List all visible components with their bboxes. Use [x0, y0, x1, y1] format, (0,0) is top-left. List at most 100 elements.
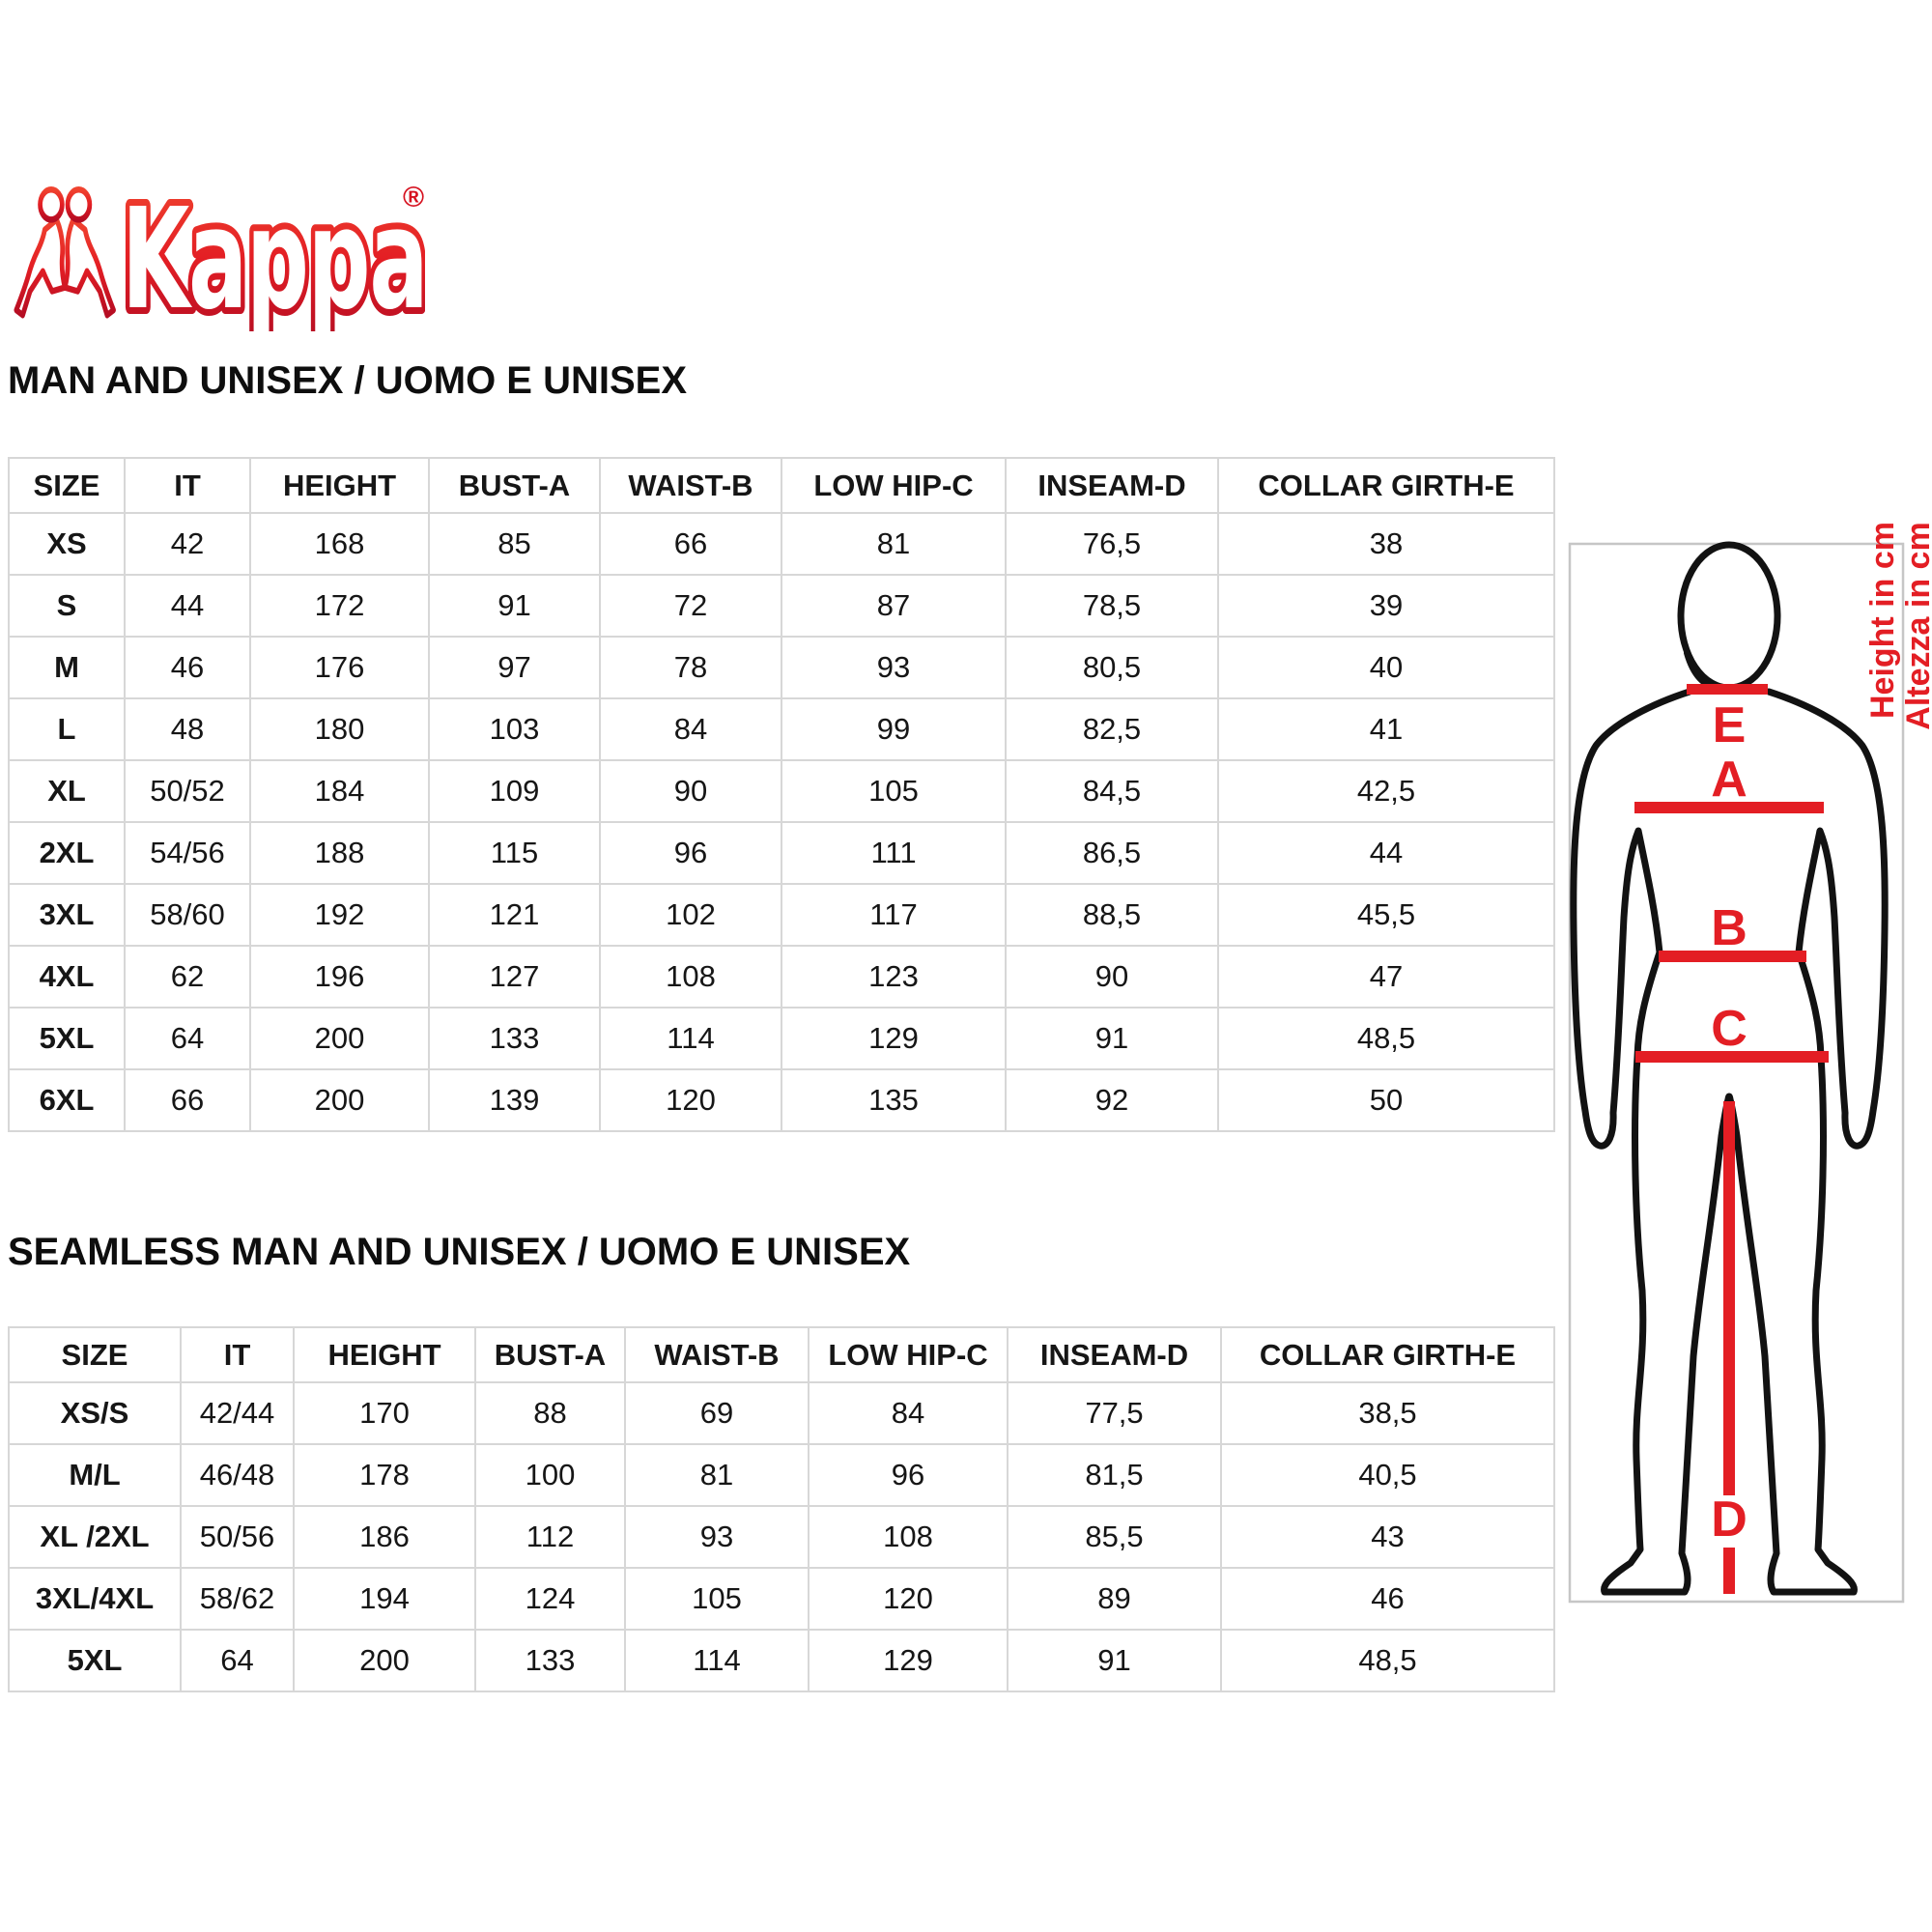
column-header: INSEAM-D	[1007, 1326, 1222, 1383]
column-header: HEIGHT	[293, 1326, 476, 1383]
value-cell: 91	[428, 574, 601, 638]
column-header: HEIGHT	[249, 457, 430, 514]
value-cell: 84	[599, 697, 782, 761]
kappa-omini-icon	[14, 185, 116, 319]
value-cell: 192	[249, 883, 430, 947]
value-cell: 196	[249, 945, 430, 1009]
value-cell: 120	[808, 1567, 1009, 1631]
value-cell: 111	[781, 821, 1007, 885]
size-cell: XL /2XL	[8, 1505, 182, 1569]
value-cell: 96	[599, 821, 782, 885]
value-cell: 103	[428, 697, 601, 761]
column-header: INSEAM-D	[1005, 457, 1219, 514]
seamless-man-unisex-size-table: SIZE IT HEIGHT BUST-A WAIST-B LOW HIP-C INSEAM…	[8, 1326, 1555, 1692]
label-A: A	[1711, 752, 1747, 808]
column-header: LOW HIP-C	[808, 1326, 1009, 1383]
kappa-logo: Kappa ®	[14, 174, 425, 331]
value-cell: 93	[781, 636, 1007, 699]
low-hip-line-C	[1635, 1051, 1829, 1063]
value-cell: 114	[624, 1629, 810, 1692]
value-cell: 194	[293, 1567, 476, 1631]
size-cell: 3XL/4XL	[8, 1567, 182, 1631]
registered-mark: ®	[403, 182, 424, 213]
value-cell: 135	[781, 1068, 1007, 1132]
value-cell: 48	[124, 697, 251, 761]
kappa-wordmark: Kappa	[122, 179, 425, 331]
label-C: C	[1711, 1001, 1747, 1057]
value-cell: 105	[624, 1567, 810, 1631]
value-cell: 114	[599, 1007, 782, 1070]
value-cell: 47	[1217, 945, 1555, 1009]
value-cell: 66	[124, 1068, 251, 1132]
size-cell: XL	[8, 759, 126, 823]
size-cell: S	[8, 574, 126, 638]
value-cell: 88	[474, 1381, 626, 1445]
value-cell: 115	[428, 821, 601, 885]
size-cell: M/L	[8, 1443, 182, 1507]
value-cell: 96	[808, 1443, 1009, 1507]
value-cell: 200	[249, 1007, 430, 1070]
value-cell: 168	[249, 512, 430, 576]
value-cell: 91	[1007, 1629, 1222, 1692]
value-cell: 64	[124, 1007, 251, 1070]
column-header: IT	[124, 457, 251, 514]
value-cell: 133	[428, 1007, 601, 1070]
column-header: WAIST-B	[599, 457, 782, 514]
size-cell: 3XL	[8, 883, 126, 947]
section-title-man-unisex: MAN AND UNISEX / UOMO E UNISEX	[8, 359, 688, 402]
table-row: 5XL 64 200 133 114 129 91 48,5	[8, 1007, 1555, 1070]
table-row: S 44 172 91 72 87 78,5 39	[8, 574, 1555, 638]
column-header: WAIST-B	[624, 1326, 810, 1383]
value-cell: 46	[1220, 1567, 1555, 1631]
value-cell: 84,5	[1005, 759, 1219, 823]
size-cell: L	[8, 697, 126, 761]
collar-girth-line-E	[1687, 684, 1768, 695]
value-cell: 99	[781, 697, 1007, 761]
value-cell: 77,5	[1007, 1381, 1222, 1445]
value-cell: 40	[1217, 636, 1555, 699]
height-note-en: Height in cm	[1864, 522, 1901, 719]
inseam-line-D	[1723, 1101, 1735, 1495]
value-cell: 129	[808, 1629, 1009, 1692]
size-cell: 5XL	[8, 1629, 182, 1692]
value-cell: 50/56	[180, 1505, 295, 1569]
value-cell: 76,5	[1005, 512, 1219, 576]
value-cell: 42/44	[180, 1381, 295, 1445]
value-cell: 46/48	[180, 1443, 295, 1507]
value-cell: 121	[428, 883, 601, 947]
value-cell: 78	[599, 636, 782, 699]
table-row: 2XL 54/56 188 115 96 111 86,5 44	[8, 821, 1555, 885]
value-cell: 178	[293, 1443, 476, 1507]
value-cell: 44	[124, 574, 251, 638]
value-cell: 100	[474, 1443, 626, 1507]
value-cell: 200	[293, 1629, 476, 1692]
body-outline	[1570, 688, 1889, 1596]
table-row: 3XL/4XL 58/62 194 124 105 120 89 46	[8, 1567, 1555, 1631]
table-row: M/L 46/48 178 100 81 96 81,5 40,5	[8, 1443, 1555, 1507]
table-row: 3XL 58/60 192 121 102 117 88,5 45,5	[8, 883, 1555, 947]
value-cell: 97	[428, 636, 601, 699]
value-cell: 93	[624, 1505, 810, 1569]
value-cell: 188	[249, 821, 430, 885]
value-cell: 48,5	[1220, 1629, 1555, 1692]
value-cell: 120	[599, 1068, 782, 1132]
man-unisex-size-table: SIZE IT HEIGHT BUST-A WAIST-B LOW HIP-C INSEAM…	[8, 457, 1555, 1132]
value-cell: 84	[808, 1381, 1009, 1445]
value-cell: 39	[1217, 574, 1555, 638]
value-cell: 64	[180, 1629, 295, 1692]
size-cell: 6XL	[8, 1068, 126, 1132]
column-header: COLLAR GIRTH-E	[1220, 1326, 1555, 1383]
header-row: SIZE IT HEIGHT BUST-A WAIST-B LOW HIP-C INSEAM…	[8, 1326, 1555, 1383]
value-cell: 44	[1217, 821, 1555, 885]
value-cell: 133	[474, 1629, 626, 1692]
value-cell: 46	[124, 636, 251, 699]
value-cell: 86,5	[1005, 821, 1219, 885]
bust-line-A	[1634, 802, 1824, 813]
column-header: BUST-A	[428, 457, 601, 514]
value-cell: 184	[249, 759, 430, 823]
value-cell: 43	[1220, 1505, 1555, 1569]
value-cell: 176	[249, 636, 430, 699]
table-row: XL /2XL 50/56 186 112 93 108 85,5 43	[8, 1505, 1555, 1569]
value-cell: 38	[1217, 512, 1555, 576]
